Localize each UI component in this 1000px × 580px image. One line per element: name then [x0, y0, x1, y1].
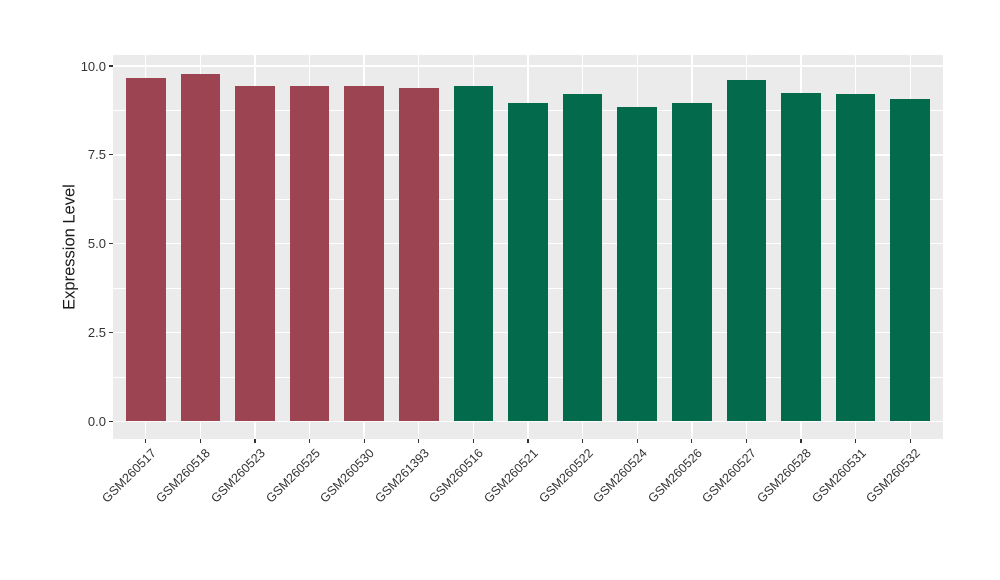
x-axis-tick — [254, 439, 256, 443]
x-axis-tick — [527, 439, 529, 443]
y-axis-tick — [108, 332, 113, 334]
bar — [781, 93, 821, 422]
x-axis-tick — [636, 439, 638, 443]
y-axis-tick — [108, 420, 113, 423]
y-axis-tick-label: 7.5 — [87, 147, 106, 163]
y-axis-tick — [108, 65, 113, 67]
bar — [617, 106, 657, 422]
y-axis-tick-label: 10.0 — [80, 58, 106, 74]
x-axis-tick — [472, 439, 474, 443]
bar — [289, 85, 330, 422]
bar — [890, 99, 930, 422]
x-axis-tick — [199, 439, 201, 443]
bar — [180, 73, 221, 422]
bar — [453, 85, 494, 422]
x-axis-tick — [418, 439, 420, 443]
x-axis-tick — [308, 439, 311, 443]
bar — [126, 78, 166, 422]
y-axis-tick — [108, 154, 113, 156]
y-axis-tick-label: 5.0 — [87, 236, 106, 252]
x-axis-tick — [582, 439, 584, 443]
x-axis-tick — [855, 439, 857, 443]
x-axis-tick — [145, 439, 147, 443]
bar — [562, 94, 603, 422]
y-axis-tick — [108, 243, 113, 245]
y-axis-tick-label: 2.5 — [87, 325, 106, 341]
plot-panel — [113, 55, 943, 439]
bar — [399, 88, 439, 422]
bar — [672, 103, 712, 422]
bar — [235, 85, 275, 422]
bar — [726, 79, 767, 422]
y-axis-tick-label: 0.0 — [87, 414, 106, 429]
x-axis-tick — [745, 439, 747, 443]
bar — [835, 94, 876, 422]
bar — [344, 85, 384, 422]
x-axis-tick — [909, 439, 911, 443]
bar — [508, 102, 548, 422]
x-axis-tick — [800, 439, 802, 443]
x-axis-tick — [691, 439, 693, 443]
x-axis-tick — [363, 439, 365, 443]
